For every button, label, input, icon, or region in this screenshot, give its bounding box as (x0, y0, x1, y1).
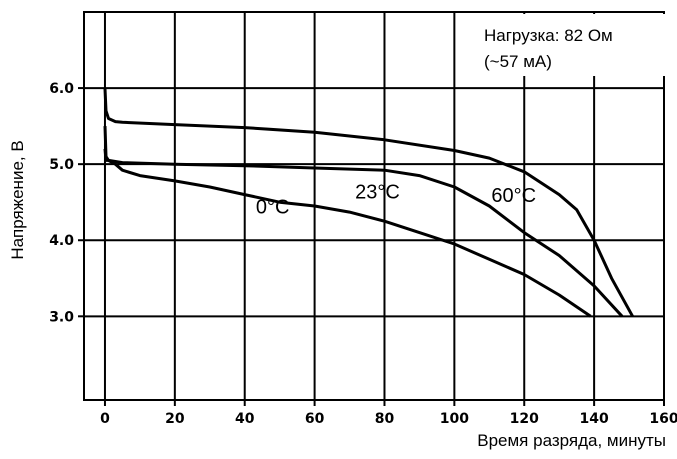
y-axis-ticks: 3.0 4.0 5.0 6.0 (49, 81, 84, 325)
series-label-2: 60°C (491, 185, 536, 207)
x-tick-label: 40 (235, 411, 255, 427)
series-lines (103, 88, 634, 318)
x-tick-label: 60 (305, 411, 325, 427)
x-tick-label: 20 (165, 411, 185, 427)
series-line-0 (103, 126, 592, 318)
y-tick-label: 3.0 (49, 309, 74, 325)
annotation-line-2: (~57 мА) (484, 52, 552, 71)
x-axis-ticks: 0 20 40 60 80 100 120 140 160 (100, 400, 677, 427)
x-tick-label: 0 (100, 411, 110, 427)
plot-frame (83, 11, 665, 401)
y-tick-label: 5.0 (49, 157, 74, 173)
series-label-0: 0°C (256, 197, 290, 219)
series-line-2 (103, 88, 634, 318)
series-line-1 (103, 148, 624, 318)
series-labels: 0°C 23°C 60°C (256, 181, 536, 218)
x-tick-label: 120 (510, 411, 539, 427)
x-axis-label: Время разряда, минуты (477, 431, 666, 450)
x-tick-label: 80 (375, 411, 395, 427)
y-axis-label: Напряжение, В (8, 140, 27, 259)
y-tick-label: 6.0 (49, 81, 74, 97)
x-tick-label: 140 (580, 411, 609, 427)
x-tick-label: 100 (440, 411, 469, 427)
annotation-box (475, 14, 665, 76)
annotation-line-1: Нагрузка: 82 Ом (484, 26, 613, 45)
x-tick-label: 160 (649, 411, 677, 427)
y-tick-label: 4.0 (49, 233, 74, 249)
series-label-1: 23°C (355, 181, 400, 203)
